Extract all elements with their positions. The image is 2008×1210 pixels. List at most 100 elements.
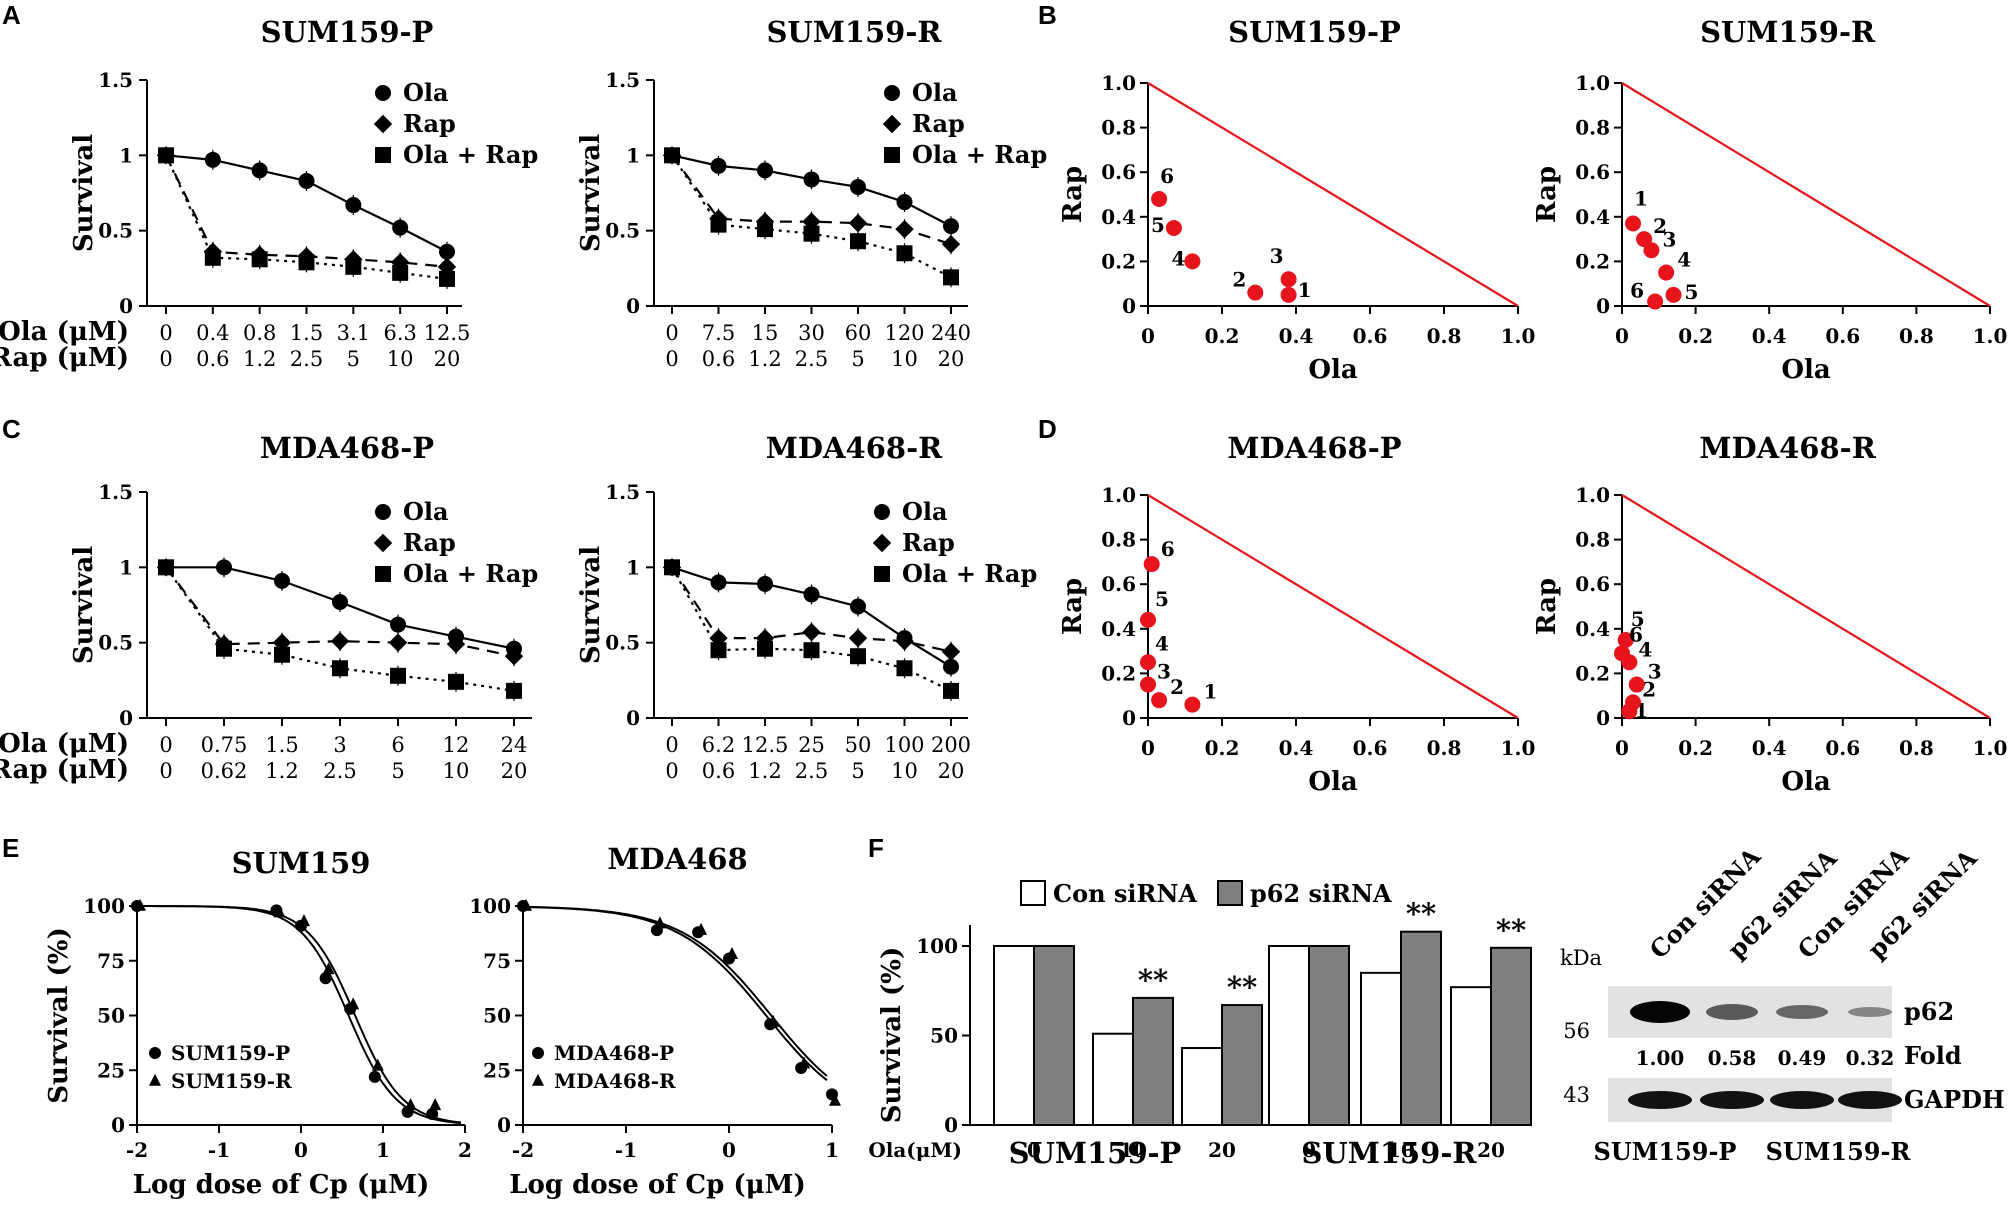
y-tick-label: 0.4 [1101,617,1136,641]
data-point [710,642,727,659]
combination-point [1151,190,1168,207]
x-row-label-ola: Ola (μM) [0,317,129,347]
data-point [298,914,310,927]
bar [1400,930,1442,1126]
y-tick-label: 1.0 [1101,71,1136,95]
y-axis-label: Survival [576,134,606,252]
legend-label: Ola + Rap [902,559,1037,588]
point-label: 1 [1298,278,1312,302]
x-tick-label: 0 [1615,736,1629,760]
band-gapdh [1838,1091,1902,1109]
y-tick-label: 100 [469,894,511,918]
data-point [664,559,680,576]
legend-label: SUM159-R [171,1069,292,1093]
chart-title: SUM159 [232,846,371,880]
data-point [848,213,868,233]
y-tick-label: 0.4 [1575,205,1610,229]
data-point [506,682,522,699]
panel-label: C [2,414,21,444]
y-tick-label: 0.8 [1575,116,1610,140]
y-tick-label: 0 [944,1113,958,1137]
x-dose-ola: 24 [501,733,528,757]
data-point [448,673,464,690]
combination-point [1140,654,1156,671]
y-tick-label: 0.2 [1101,249,1136,273]
fold-value: 0.32 [1846,1046,1895,1070]
legend-marker [872,533,892,553]
legend-label: Rap [912,109,965,138]
y-tick-label: 0 [1596,294,1610,318]
data-point [850,178,866,195]
band-p62 [1848,1007,1892,1017]
combination-point [1151,692,1168,709]
x-dose-ola: 200 [931,733,971,757]
y-axis-label: Rap [1058,578,1088,635]
x-row-label-rap: Rap (μM) [0,343,129,373]
x-tick-label: 0 [1615,324,1629,348]
band-label-p62: p62 [1904,997,1954,1026]
y-tick-label: 0 [119,706,133,730]
x-dose-rap: 2.5 [795,759,828,783]
data-point [439,270,455,287]
x-dose-rap: 1.2 [748,347,781,371]
x-dose-ola: 50 [845,733,872,757]
data-point [332,660,348,677]
x-dose-rap: 5 [851,347,864,371]
combination-point [1184,696,1201,713]
y-tick-label: 0 [1596,706,1610,730]
data-point [446,634,466,654]
legend-marker [532,1073,544,1086]
data-point [896,194,913,211]
bar [1033,945,1075,1126]
x-dose-rap: 1.2 [243,347,276,371]
data-point [895,219,914,239]
data-point [803,642,820,659]
x-tick-label: 1 [376,1138,390,1162]
data-point [251,251,268,268]
y-tick-label: 100 [83,894,125,918]
x-tick-label: 0.8 [1427,324,1462,348]
data-point [757,640,773,657]
x-dose-ola: 0 [159,321,172,345]
x-tick-label: 2 [458,1138,472,1162]
y-tick-label: 25 [483,1058,511,1082]
data-point [757,221,773,238]
x-dose-ola: 6.2 [702,733,735,757]
data-point [504,647,524,666]
data-point [345,258,362,275]
y-tick-label: 0 [1122,294,1136,318]
band-p62 [1630,1001,1690,1023]
x-dose-rap: 10 [891,347,918,371]
bar [1450,986,1492,1126]
data-point [798,1056,811,1069]
x-category-label: 0 [1027,1138,1041,1162]
x-dose-rap: 2.5 [795,347,828,371]
data-point [767,1014,780,1027]
x-axis-label: Log dose of Cp (μM) [133,1170,430,1200]
x-dose-ola: 60 [845,321,872,345]
bar [1360,971,1402,1126]
x-dose-rap: 20 [938,759,965,783]
legend-label: Rap [403,109,456,138]
legend-marker [532,1047,544,1059]
y-tick-label: 0.5 [98,631,133,655]
x-category-label: 20 [1208,1138,1236,1162]
combination-point [1647,293,1664,310]
kda-label: kDa [1560,946,1602,970]
y-axis-label: Survival [576,546,606,664]
combination-point [1165,219,1182,236]
additivity-line [1147,82,1519,307]
data-point [158,559,174,576]
band-p62 [1706,1004,1758,1020]
x-dose-rap: 10 [891,759,918,783]
point-label: 1 [1203,680,1217,704]
data-point [896,245,913,262]
combination-point [1247,284,1264,301]
data-point [274,572,290,589]
data-point [896,660,913,677]
x-dose-ola: 1.5 [265,733,298,757]
panel-label: A [2,0,21,30]
point-label: 5 [1151,213,1165,237]
legend-marker [874,504,890,520]
